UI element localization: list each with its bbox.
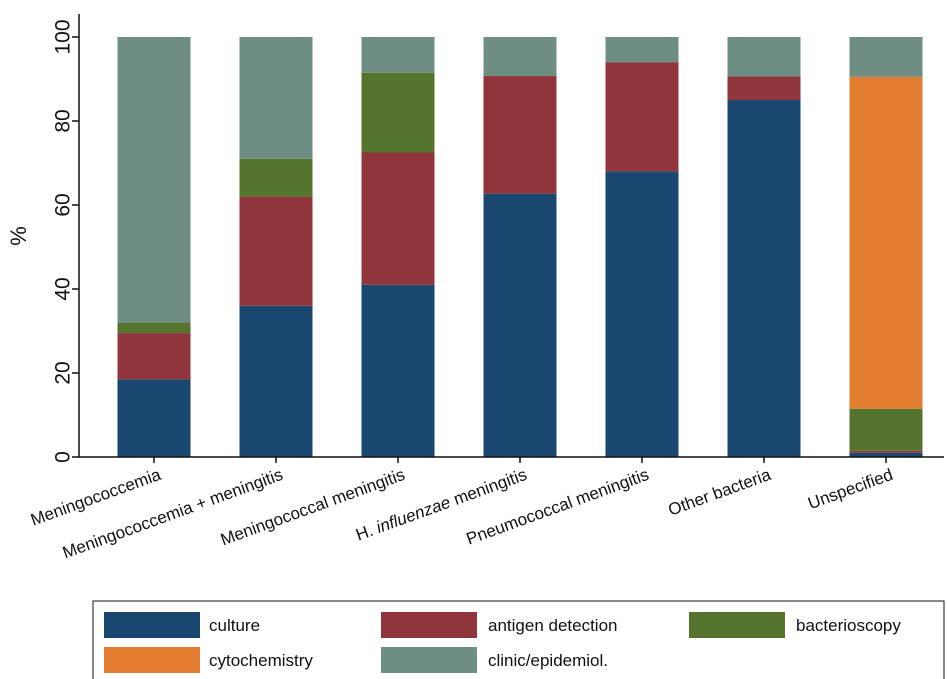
y-tick-label-100: 100 (52, 19, 75, 54)
bar-unspecified-antigen-detection (849, 450, 923, 453)
y-tick-label-60: 60 (52, 193, 75, 216)
bar-other-bacteria-culture (727, 100, 801, 457)
bar-meningococcemia-meningitis-antigen-detection (239, 196, 313, 306)
legend-label-cytochemistry: cytochemistry (209, 651, 313, 670)
y-tick-label-20: 20 (52, 361, 75, 384)
y-tick-label-0: 0 (52, 451, 75, 463)
legend-frame (92, 600, 945, 679)
legend-label-antigen-detection: antigen detection (488, 616, 618, 635)
legend-swatch-antigen-detection (381, 612, 477, 638)
y-axis-title: % (6, 226, 31, 246)
bar-unspecified-clinic-epidemiol (849, 37, 923, 77)
bar-meningococcemia-antigen-detection (117, 333, 191, 380)
bar-pneumococcal-meningitis-antigen-detection (605, 62, 679, 172)
bar-meningococcemia-meningitis-clinic-epidemiol (239, 37, 313, 159)
legend-label-clinic-epidemiol: clinic/epidemiol. (488, 651, 608, 670)
legend-label-culture: culture (209, 616, 260, 635)
bar-meningococcemia-meningitis-bacterioscopy (239, 158, 313, 197)
bar-unspecified-cytochemistry (849, 76, 923, 409)
legend-swatch-clinic-epidemiol (381, 647, 477, 673)
bar-h-influenzae-meningitis-antigen-detection (483, 76, 557, 194)
bar-unspecified-culture (849, 452, 923, 457)
y-tick-label-40: 40 (52, 277, 75, 300)
bar-meningococcal-meningitis-clinic-epidemiol (361, 37, 435, 73)
x-label-other-bacteria: Other bacteria (666, 465, 774, 520)
axes-layer: 0 20 40 60 80 100 (52, 14, 944, 463)
legend-swatch-cytochemistry (104, 647, 200, 673)
bar-meningococcemia-clinic-epidemiol (117, 37, 191, 323)
bar-h-influenzae-meningitis-clinic-epidemiol (483, 37, 557, 77)
bar-meningococcemia-bacterioscopy (117, 322, 191, 334)
bars-layer (117, 37, 923, 457)
bar-h-influenzae-meningitis-culture (483, 193, 557, 457)
bar-pneumococcal-meningitis-clinic-epidemiol (605, 37, 679, 63)
bar-meningococcal-meningitis-antigen-detection (361, 152, 435, 285)
bar-meningococcal-meningitis-culture (361, 284, 435, 457)
bar-meningococcal-meningitis-bacterioscopy (361, 72, 435, 153)
legend-label-bacterioscopy: bacterioscopy (796, 616, 901, 635)
legend: culture antigen detection bacterioscopy cyt… (92, 600, 945, 679)
bar-unspecified-bacterioscopy (849, 408, 923, 451)
y-tick-label-80: 80 (52, 109, 75, 132)
x-label-meningococcemia-meningitis: Meningococcemia + meningitis (60, 465, 285, 563)
x-label-unspecified: Unspecified (805, 465, 895, 513)
bar-other-bacteria-antigen-detection (727, 76, 801, 100)
bar-pneumococcal-meningitis-culture (605, 171, 679, 457)
bar-meningococcemia-culture (117, 379, 191, 457)
legend-swatch-bacterioscopy (689, 612, 785, 638)
bar-meningococcemia-meningitis-culture (239, 305, 313, 457)
legend-swatch-culture (104, 612, 200, 638)
bar-other-bacteria-clinic-epidemiol (727, 37, 801, 77)
